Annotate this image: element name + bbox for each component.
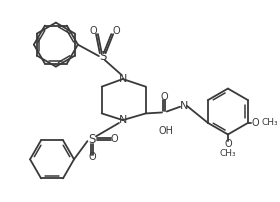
Text: O: O [88, 152, 96, 162]
Text: O: O [160, 92, 168, 102]
Text: O: O [252, 118, 259, 128]
Text: CH₃: CH₃ [261, 119, 278, 127]
Text: O: O [110, 134, 118, 144]
Text: N: N [180, 101, 188, 111]
Text: CH₃: CH₃ [220, 149, 236, 158]
Text: O: O [112, 26, 120, 36]
Text: OH: OH [158, 126, 173, 136]
Text: S: S [99, 49, 106, 63]
Text: S: S [88, 133, 96, 146]
Text: O: O [89, 26, 97, 36]
Text: O: O [224, 139, 232, 149]
Text: N: N [119, 115, 127, 125]
Text: N: N [119, 74, 127, 84]
